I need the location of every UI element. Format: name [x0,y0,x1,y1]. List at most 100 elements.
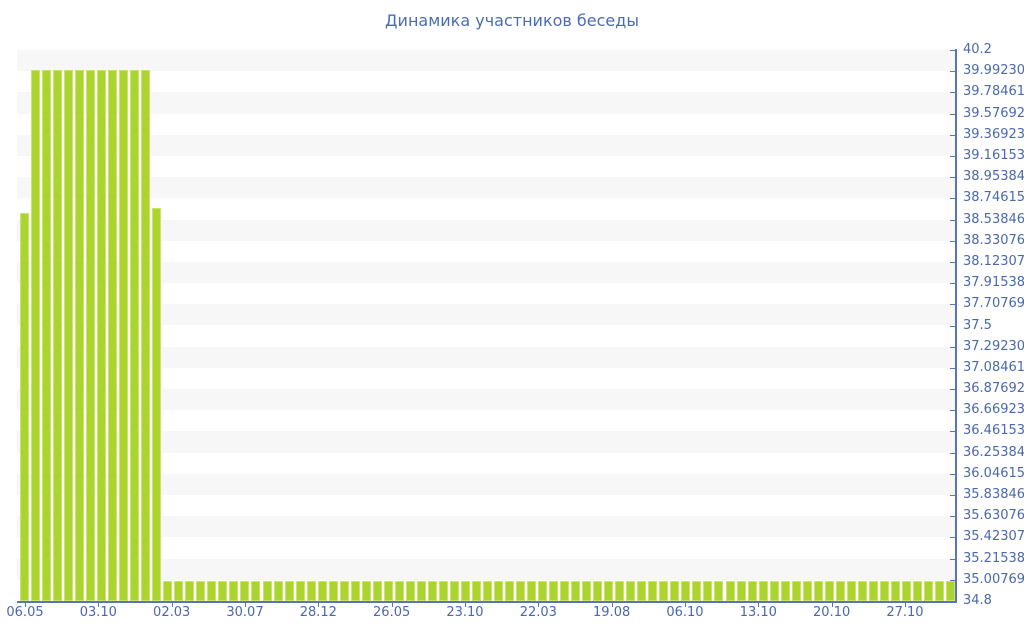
y-axis-tick-label: 37.5 [963,317,992,333]
bar [857,580,867,601]
bar [229,580,239,601]
y-axis-tick-label: 39.36923 [963,126,1024,142]
y-axis-tick-label: 38.74615 [963,190,1024,206]
y-axis-tick [950,389,955,391]
bar [901,580,911,601]
bar [725,580,735,601]
bar [945,580,955,601]
bar [185,580,195,601]
y-axis-tick-label: 37.91538 [963,275,1024,291]
bar [582,580,592,601]
bar [20,213,29,601]
x-axis-line [17,601,957,603]
x-axis-tick [98,603,100,607]
x-axis-tick [244,603,246,607]
bar [372,580,382,601]
x-axis-tick [391,603,393,607]
x-axis-tick-label: 22.03 [519,605,557,620]
bar [350,580,360,601]
bar [163,580,173,601]
x-axis-tick-label: 06.05 [6,605,44,620]
stripe-band [17,558,956,580]
bar [108,70,118,601]
x-axis-tick [25,603,26,607]
bar [207,580,217,601]
stripe-band [17,410,956,432]
bar [923,580,933,601]
y-axis-tick-label: 36.46153 [963,423,1024,439]
y-axis-tick-label: 39.16153 [963,147,1024,163]
y-axis-tick-label: 36.25384 [963,444,1024,460]
y-axis-tick [950,516,955,518]
bar [527,580,537,601]
y-axis-line [955,49,957,602]
bar [670,580,680,601]
y-axis-tick [950,240,955,242]
bar [262,580,272,601]
y-axis-tick [950,601,955,602]
bars-layer [17,50,957,601]
x-axis-tick-label: 27.10 [886,605,924,620]
stripe-band [17,389,956,411]
x-axis-tick [904,603,906,607]
stripe-band [17,304,956,326]
y-axis-tick-label: 40.2 [963,42,992,57]
bar [659,580,669,601]
y-axis-tick [950,452,955,454]
stripe-band [17,283,956,305]
y-axis-tick [950,473,955,475]
bar [97,70,107,601]
bar [240,580,250,601]
stripe-band [17,50,956,72]
stripe-band [17,113,956,135]
y-axis-tick-label: 39.57692 [963,105,1024,121]
x-axis-tick-label: 30.07 [226,605,264,620]
bar [934,580,944,601]
bar [791,580,801,601]
y-axis-tick [950,134,955,136]
y-axis-tick-label: 39.99230 [963,63,1024,79]
bar [868,580,878,601]
stripe-band [17,177,956,199]
bar [879,580,889,601]
y-axis-tick [950,71,955,73]
bar [471,580,481,601]
x-axis-tick-label: 03.10 [79,605,117,620]
y-axis-tick [950,431,955,433]
y-axis-tick [950,579,955,581]
y-axis-tick [950,155,955,157]
bar [604,580,614,601]
bar [835,580,845,601]
y-axis-tick-label: 39.78461 [963,84,1024,100]
bar [890,580,900,601]
bar [648,580,658,601]
y-axis-tick [950,261,955,263]
bar [769,580,779,601]
bar [758,580,768,601]
stripe-band [17,134,956,156]
x-axis-tick-label: 06.10 [666,605,704,620]
bar [251,580,261,601]
x-axis-tick [318,603,320,607]
y-axis-tick-label: 37.70769 [963,296,1024,312]
x-axis-tick-label: 19.08 [593,605,631,620]
x-axis-tick [464,603,466,607]
bar [494,580,503,601]
bar [813,580,823,601]
x-axis-tick-label: 02.03 [153,605,191,620]
x-axis-tick [538,603,540,607]
stripe-band [17,473,956,496]
bar [460,580,470,601]
bar [383,580,393,601]
bar [637,580,647,601]
bar [824,580,834,601]
bar [626,580,636,601]
y-axis-tick [950,367,955,369]
bar [218,580,228,601]
stripe-band [17,155,956,178]
bar [64,70,74,601]
x-axis-tick [758,603,760,607]
y-axis-tick [950,558,955,560]
y-axis-tick [950,325,955,327]
